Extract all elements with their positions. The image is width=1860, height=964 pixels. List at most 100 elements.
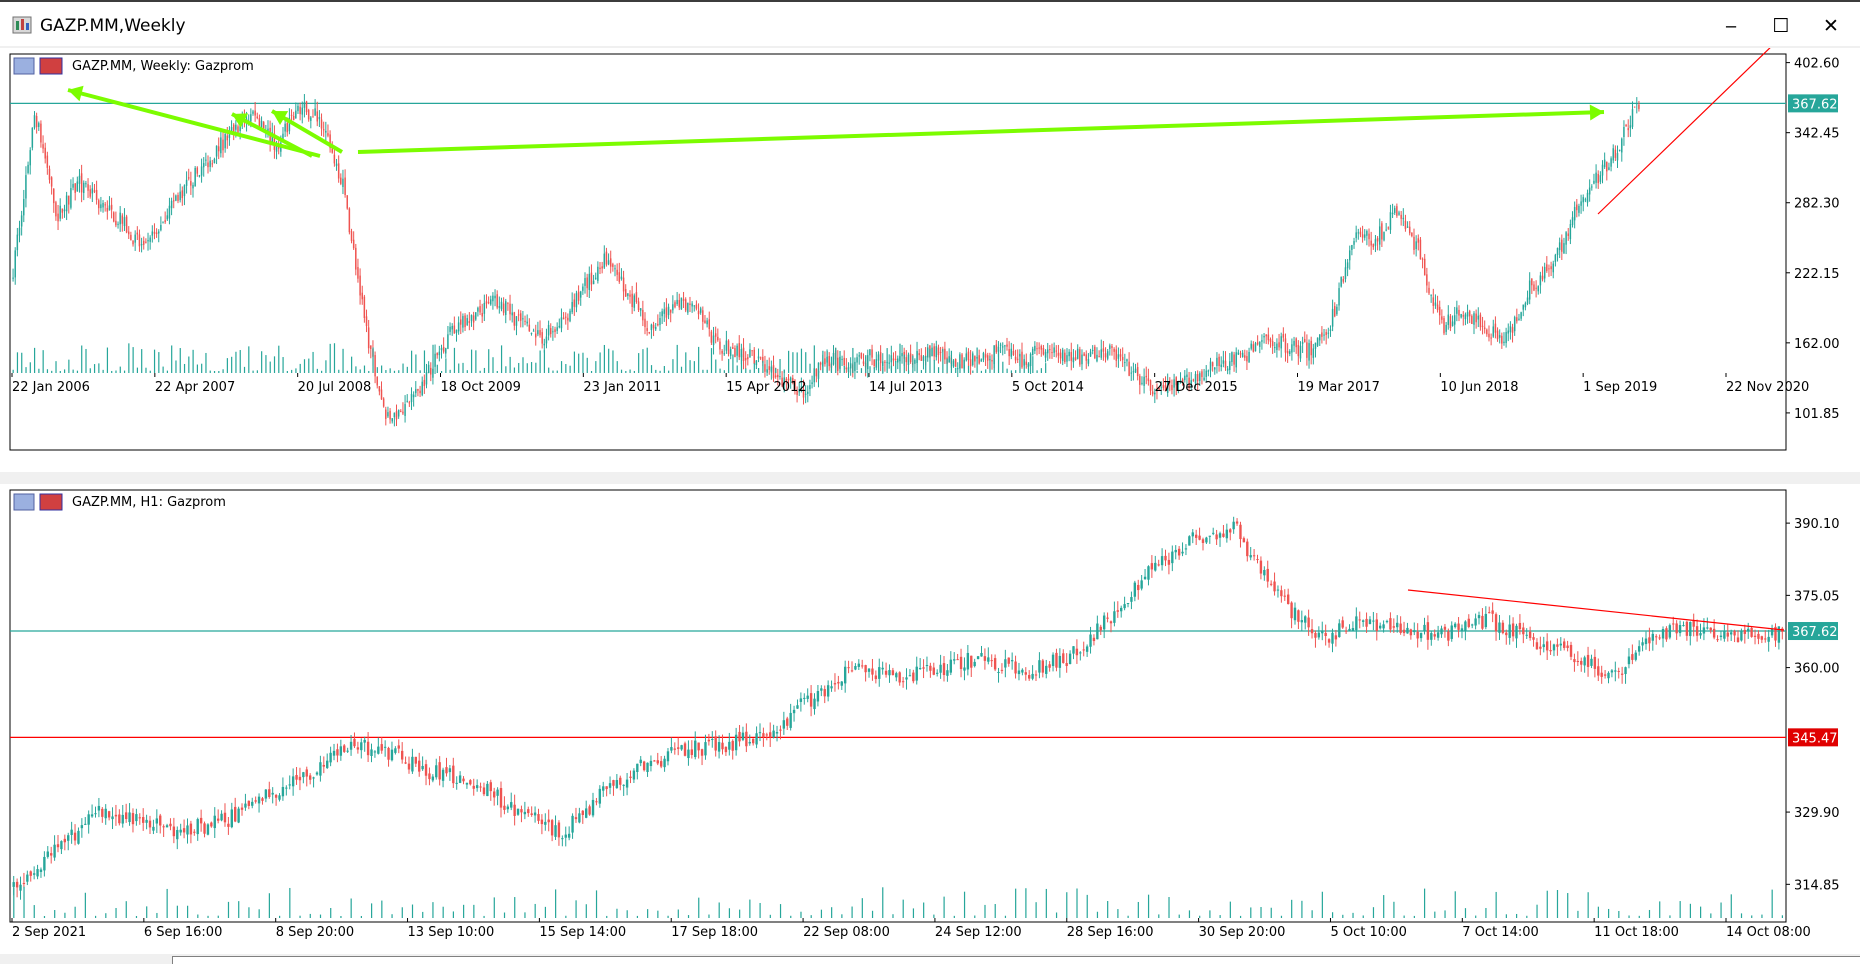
bull-candle: [483, 302, 486, 314]
weekly-chart-window[interactable]: GAZP.MM, Weekly: Gazprom 367.62 402.60 34…: [0, 41, 1860, 472]
bear-candle: [1188, 377, 1190, 388]
bull-candle: [1301, 342, 1304, 344]
chart-label: GAZP.MM, H1: Gazprom: [72, 495, 226, 510]
bull-candle: [1263, 336, 1265, 338]
bear-candle: [308, 775, 312, 780]
minimize-button[interactable]: ‒: [1724, 15, 1738, 37]
bear-candle: [268, 789, 271, 797]
bear-candle: [1428, 287, 1430, 294]
volume-bar: [428, 370, 430, 373]
volume-bar: [342, 348, 344, 373]
weekly-chart[interactable]: GAZP.MM, Weekly: Gazprom 367.62 402.6034…: [0, 41, 1860, 472]
bear-candle: [659, 761, 663, 767]
volume-bar: [1040, 368, 1042, 373]
bull-candle: [625, 779, 629, 788]
volume-bar: [1010, 370, 1012, 373]
bull-candle: [1045, 665, 1048, 674]
bear-candle: [1494, 323, 1497, 333]
bear-candle: [1040, 345, 1043, 350]
bear-candle: [747, 357, 749, 360]
bull-candle: [1207, 370, 1210, 372]
bull-candle: [1154, 392, 1156, 395]
bull-candle: [252, 111, 254, 114]
bear-candle: [702, 310, 704, 322]
volume-bar: [94, 915, 97, 918]
bull-candle: [959, 354, 961, 369]
bear-candle: [1416, 631, 1419, 639]
bear-candle: [125, 216, 128, 233]
annotation-arrow[interactable]: [67, 88, 321, 158]
volume-bar: [1331, 912, 1334, 918]
bull-candle: [1205, 537, 1208, 543]
h1-chart-window[interactable]: GAZP.MM, H1: Gazprom 367.62 345.47 390.10…: [0, 484, 1860, 954]
bear-candle: [1085, 354, 1088, 361]
bull-candle: [592, 280, 595, 285]
bull-candle: [1079, 652, 1082, 654]
bull-candle: [1580, 201, 1582, 206]
bull-candle: [1132, 371, 1135, 373]
bull-candle: [457, 322, 460, 332]
trendline[interactable]: [1597, 41, 1777, 215]
bull-candle: [1355, 232, 1357, 239]
volume-bar: [1556, 890, 1559, 918]
maximize-button[interactable]: ☐: [1772, 15, 1790, 37]
bull-candle: [1539, 275, 1542, 286]
bear-candle: [1065, 663, 1068, 666]
volume-bar: [218, 370, 220, 373]
bear-candle: [1600, 672, 1603, 677]
bull-candle: [639, 759, 642, 764]
volume-bar: [153, 349, 156, 373]
bear-candle: [652, 324, 655, 329]
bull-candle: [598, 788, 602, 804]
bear-candle: [974, 356, 976, 362]
bear-candle: [1627, 128, 1629, 131]
bear-candle: [787, 378, 790, 381]
bull-candle: [1191, 532, 1194, 537]
terminal-tab-strip[interactable]: [172, 956, 1860, 964]
support-price-label: 345.47: [1792, 731, 1838, 746]
bull-candle: [349, 741, 353, 750]
volume-bar: [55, 361, 57, 373]
bull-candle: [1505, 332, 1507, 344]
bear-candle: [1757, 633, 1760, 639]
bull-candle: [310, 117, 312, 121]
bear-candle: [402, 411, 404, 414]
bull-candle: [295, 110, 297, 119]
bear-candle: [991, 360, 993, 362]
bull-candle: [578, 813, 581, 823]
volume-bar: [869, 366, 871, 373]
bull-candle: [39, 869, 43, 872]
volume-bar: [539, 350, 541, 373]
bull-candle: [636, 763, 639, 772]
bear-candle: [1481, 615, 1484, 629]
bull-candle: [1205, 370, 1207, 377]
bear-candle: [751, 350, 753, 352]
bear-candle: [1000, 669, 1004, 671]
volume-bar: [1086, 894, 1088, 918]
bear-candle: [1483, 327, 1486, 329]
volume-bar: [248, 346, 250, 373]
bear-candle: [744, 357, 747, 361]
annotation-arrow[interactable]: [231, 112, 313, 158]
bear-candle: [588, 806, 591, 815]
bull-candle: [29, 150, 31, 166]
close-button[interactable]: ✕: [1823, 15, 1839, 37]
bear-candle: [1083, 353, 1085, 356]
annotation-arrow[interactable]: [357, 110, 1605, 154]
trendline[interactable]: [1407, 589, 1785, 631]
bull-candle: [451, 325, 453, 330]
bear-candle: [404, 762, 407, 764]
volume-bar: [668, 370, 670, 373]
bull-candle: [511, 312, 513, 316]
volume-bar: [33, 347, 36, 373]
volume-bar: [513, 367, 516, 373]
bull-candle: [1147, 566, 1150, 580]
bull-candle: [602, 786, 605, 791]
volume-bar: [820, 909, 823, 918]
time-tick-label: 22 Apr 2007: [155, 380, 235, 395]
volume-bar: [21, 352, 23, 373]
bull-candle: [175, 195, 177, 201]
volume-bar: [1025, 888, 1027, 918]
volume-bar: [933, 359, 935, 373]
